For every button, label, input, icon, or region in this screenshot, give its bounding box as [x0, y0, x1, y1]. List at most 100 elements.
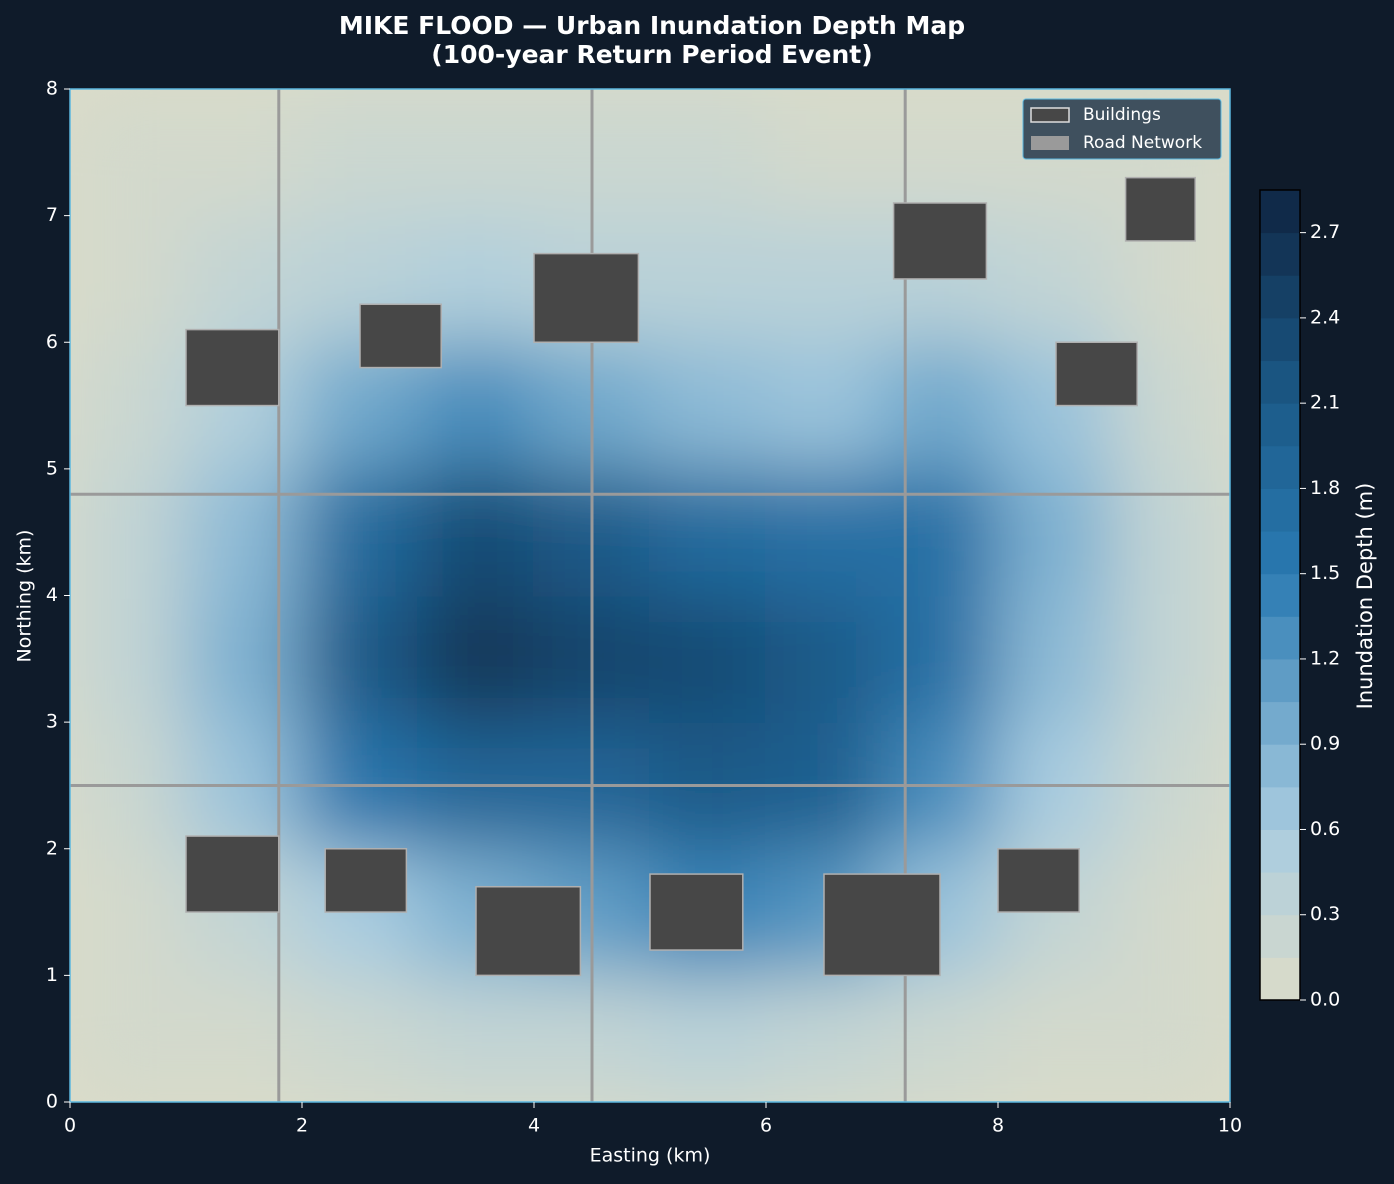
x-axis-label: Easting (km): [590, 1145, 711, 1167]
legend-box: [1022, 98, 1222, 160]
y-tick-label: 7: [46, 204, 58, 226]
building: [324, 848, 408, 913]
colorbar-frame: [1259, 189, 1301, 1001]
depth-cell: [1113, 594, 1230, 724]
depth-cell: [649, 467, 767, 597]
colorbar-band: [1260, 573, 1300, 617]
y-tick-label: 2: [46, 837, 58, 859]
depth-cell: [301, 467, 419, 597]
depth-cell: [765, 214, 883, 344]
colorbar-tick-label: 0.6: [1310, 818, 1340, 840]
colorbar-band: [1260, 616, 1300, 660]
depth-cell: [649, 594, 767, 724]
building: [1124, 176, 1196, 242]
depth-cell: [881, 89, 999, 217]
depth-cell: [765, 467, 883, 597]
chart-subtitle: (100-year Return Period Event): [431, 40, 872, 69]
depth-cell: [649, 89, 767, 217]
colorbar-tick-label: 1.2: [1310, 647, 1340, 669]
depth-cell: [70, 847, 187, 977]
depth-cell: [1113, 974, 1230, 1102]
depth-cell: [1113, 847, 1230, 977]
building: [185, 835, 280, 913]
depth-cell: [765, 594, 883, 724]
depth-cell: [417, 974, 535, 1102]
depth-cell: [301, 974, 419, 1102]
depth-cell: [301, 89, 419, 217]
colorbar-band: [1260, 488, 1300, 532]
x-tick-label: 8: [992, 1115, 1004, 1137]
legend-swatch: [1030, 107, 1070, 123]
colorbar-band: [1260, 744, 1300, 788]
chart-title: MIKE FLOOD — Urban Inundation Depth Map: [339, 11, 965, 40]
y-tick-label: 3: [46, 711, 58, 733]
depth-cell: [1113, 467, 1230, 597]
colorbar-band: [1260, 317, 1300, 362]
depth-cell: [765, 974, 883, 1102]
depth-cell: [649, 974, 767, 1102]
depth-cell: [70, 341, 187, 470]
depth-cell: [70, 467, 187, 597]
depth-cell: [70, 594, 187, 724]
colorbar-band: [1260, 701, 1300, 745]
y-axis-label: Northing (km): [14, 530, 36, 663]
depth-cell: [765, 341, 883, 470]
colorbar-band: [1260, 786, 1300, 830]
colorbar-band: [1260, 829, 1300, 873]
colorbar-tick-label: 0.3: [1310, 903, 1340, 925]
colorbar-band: [1260, 232, 1300, 276]
y-tick-label: 6: [46, 331, 58, 353]
y-tick-label: 4: [46, 584, 58, 606]
colorbar-tick-label: 2.1: [1310, 392, 1340, 414]
colorbar-band: [1260, 531, 1300, 575]
x-tick-label: 6: [760, 1115, 772, 1137]
depth-field: [70, 89, 1230, 1102]
building: [533, 252, 640, 343]
depth-cell: [649, 341, 767, 470]
building: [892, 202, 988, 280]
depth-cell: [765, 89, 883, 217]
depth-cell: [70, 974, 187, 1102]
colorbar-band: [1260, 275, 1300, 319]
y-tick-label: 8: [46, 78, 58, 100]
depth-cell: [301, 594, 419, 724]
building: [823, 873, 941, 977]
depth-cell: [417, 89, 535, 217]
building: [649, 873, 744, 951]
depth-cell: [185, 89, 303, 217]
depth-cell: [649, 214, 767, 344]
building: [475, 885, 582, 977]
building: [1055, 341, 1138, 407]
colorbar-band: [1260, 957, 1300, 1001]
depth-cell: [70, 89, 187, 217]
building: [359, 303, 442, 369]
depth-cell: [185, 467, 303, 597]
colorbar-band: [1260, 658, 1300, 703]
colorbar-tick-label: 0.9: [1310, 733, 1340, 755]
depth-cell: [185, 974, 303, 1102]
colorbar-tick-label: 2.4: [1310, 306, 1340, 328]
legend-label: Road Network: [1083, 133, 1202, 153]
colorbar-label: Inundation Depth (m): [1353, 483, 1377, 710]
depth-cell: [70, 214, 187, 344]
y-tick-label: 1: [46, 964, 58, 986]
depth-cell: [881, 594, 999, 724]
depth-cell: [185, 214, 303, 344]
colorbar-band: [1260, 872, 1300, 916]
colorbar-band: [1260, 403, 1300, 447]
depth-cell: [997, 594, 1115, 724]
colorbar-band: [1260, 360, 1300, 404]
colorbar-tick-label: 2.7: [1310, 221, 1340, 243]
legend-label: Buildings: [1083, 105, 1161, 125]
depth-cell: [881, 974, 999, 1102]
colorbar-band: [1260, 445, 1300, 489]
colorbar-band: [1260, 190, 1300, 234]
depth-cell: [997, 974, 1115, 1102]
x-tick-label: 4: [528, 1115, 540, 1137]
building: [997, 848, 1080, 913]
depth-cell: [997, 214, 1115, 344]
y-tick-label: 5: [46, 457, 58, 479]
building: [185, 328, 280, 407]
